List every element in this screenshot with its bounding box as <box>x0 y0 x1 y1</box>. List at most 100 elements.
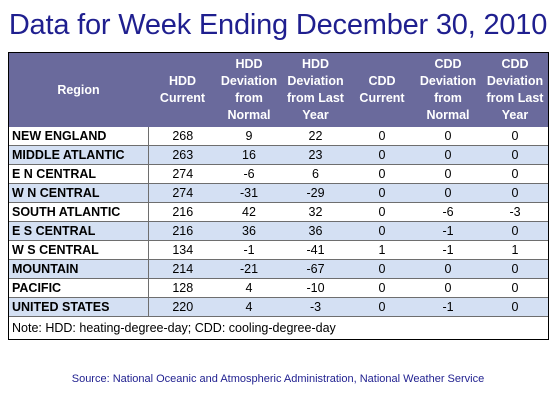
header-line: Deviation <box>419 74 477 88</box>
table-row: W N CENTRAL 274 -31 -29 0 0 0 <box>9 183 548 203</box>
column-header-cdd-current: CDD Current <box>350 53 414 127</box>
cell-hdd-dev-normal: -21 <box>217 259 281 279</box>
cell-region: PACIFIC <box>9 278 149 298</box>
column-header-hdd-current: HDD Current <box>148 53 217 127</box>
header-line: Current <box>359 91 405 105</box>
table-body: NEW ENGLAND 268 9 22 0 0 0 MIDDLE ATLANTIC 263 16… <box>9 127 548 339</box>
cell-hdd-dev-normal: -1 <box>217 240 281 260</box>
cell-hdd-current: 274 <box>148 164 217 184</box>
data-table-container: Region HDD Current HDD Deviation from Normal HD… <box>8 52 549 340</box>
header-line: from Last <box>287 91 344 105</box>
column-header-hdd-dev-normal: HDD Deviation from Normal <box>217 53 281 127</box>
cell-hdd-dev-last-year: 23 <box>281 145 350 165</box>
cell-cdd-current: 0 <box>350 259 414 279</box>
header-line: HDD <box>168 74 197 88</box>
cell-hdd-current: 216 <box>148 221 217 241</box>
cell-hdd-dev-normal: 4 <box>217 297 281 317</box>
cell-hdd-current: 216 <box>148 202 217 222</box>
cell-cdd-dev-normal: -6 <box>414 202 482 222</box>
header-line: Year <box>302 108 329 122</box>
cell-cdd-dev-normal: 0 <box>414 278 482 298</box>
header-line: from <box>235 91 263 105</box>
cell-hdd-current: 263 <box>148 145 217 165</box>
cell-hdd-dev-normal: 16 <box>217 145 281 165</box>
header-line: CDD <box>501 57 529 71</box>
cell-cdd-dev-normal: 0 <box>414 259 482 279</box>
table-row: E S CENTRAL 216 36 36 0 -1 0 <box>9 221 548 241</box>
cell-hdd-dev-last-year: -41 <box>281 240 350 260</box>
header-line: from <box>434 91 462 105</box>
cell-hdd-current: 220 <box>148 297 217 317</box>
cell-cdd-dev-normal: -1 <box>414 240 482 260</box>
cell-cdd-dev-last-year: 0 <box>482 164 548 184</box>
cell-cdd-dev-last-year: -3 <box>482 202 548 222</box>
cell-region: SOUTH ATLANTIC <box>9 202 149 222</box>
cell-hdd-dev-normal: 9 <box>217 127 281 146</box>
header-line: Normal <box>426 108 470 122</box>
cell-region: MOUNTAIN <box>9 259 149 279</box>
cell-hdd-dev-normal: -31 <box>217 183 281 203</box>
cell-cdd-dev-last-year: 0 <box>482 183 548 203</box>
cell-cdd-current: 1 <box>350 240 414 260</box>
degree-day-table: Region HDD Current HDD Deviation from Normal HD… <box>9 53 548 339</box>
header-line: CDD <box>434 57 462 71</box>
cell-cdd-dev-normal: -1 <box>414 221 482 241</box>
header-line: HDD <box>235 57 263 71</box>
cell-region: E N CENTRAL <box>9 164 149 184</box>
cell-cdd-dev-last-year: 0 <box>482 278 548 298</box>
cell-region: NEW ENGLAND <box>9 127 149 146</box>
column-header-cdd-dev-last-year: CDD Deviation from Last Year <box>482 53 548 127</box>
cell-hdd-dev-normal: 4 <box>217 278 281 298</box>
note-row: Note: HDD: heating-degree-day; CDD: cool… <box>9 316 548 339</box>
cell-cdd-current: 0 <box>350 278 414 298</box>
cell-cdd-dev-last-year: 0 <box>482 221 548 241</box>
cell-hdd-dev-last-year: -67 <box>281 259 350 279</box>
cell-hdd-dev-last-year: 36 <box>281 221 350 241</box>
cell-cdd-dev-last-year: 0 <box>482 145 548 165</box>
header-line: HDD <box>301 57 330 71</box>
cell-hdd-current: 274 <box>148 183 217 203</box>
page-title: Data for Week Ending December 30, 2010 <box>8 9 548 41</box>
table-row: E N CENTRAL 274 -6 6 0 0 0 <box>9 164 548 184</box>
column-header-region: Region <box>9 53 148 127</box>
cell-cdd-dev-normal: 0 <box>414 183 482 203</box>
cell-cdd-current: 0 <box>350 127 414 146</box>
cell-cdd-dev-normal: 0 <box>414 164 482 184</box>
header-line: Current <box>159 91 206 105</box>
column-header-hdd-dev-last-year: HDD Deviation from Last Year <box>281 53 350 127</box>
table-row: UNITED STATES 220 4 -3 0 -1 0 <box>9 297 548 317</box>
table-row: MIDDLE ATLANTIC 263 16 23 0 0 0 <box>9 145 548 165</box>
cell-cdd-current: 0 <box>350 202 414 222</box>
cell-hdd-dev-last-year: 6 <box>281 164 350 184</box>
cell-cdd-current: 0 <box>350 183 414 203</box>
cell-region: MIDDLE ATLANTIC <box>9 145 149 165</box>
table-row: NEW ENGLAND 268 9 22 0 0 0 <box>9 127 548 146</box>
cell-hdd-current: 214 <box>148 259 217 279</box>
header-line: Year <box>501 108 529 122</box>
cell-hdd-dev-normal: 42 <box>217 202 281 222</box>
header-line: Deviation <box>486 74 544 88</box>
cell-hdd-current: 268 <box>148 127 217 146</box>
cell-cdd-dev-last-year: 1 <box>482 240 548 260</box>
header-line: from Last <box>486 91 544 105</box>
cell-hdd-dev-last-year: -29 <box>281 183 350 203</box>
table-note: Note: HDD: heating-degree-day; CDD: cool… <box>9 316 548 339</box>
cell-hdd-dev-last-year: -10 <box>281 278 350 298</box>
cell-region: W N CENTRAL <box>9 183 149 203</box>
cell-cdd-dev-normal: 0 <box>414 145 482 165</box>
cell-cdd-dev-last-year: 0 <box>482 297 548 317</box>
cell-hdd-dev-last-year: 32 <box>281 202 350 222</box>
cell-hdd-dev-normal: 36 <box>217 221 281 241</box>
cell-hdd-current: 134 <box>148 240 217 260</box>
cell-cdd-dev-normal: -1 <box>414 297 482 317</box>
cell-hdd-dev-normal: -6 <box>217 164 281 184</box>
cell-region: W S CENTRAL <box>9 240 149 260</box>
cell-cdd-dev-normal: 0 <box>414 127 482 146</box>
header-line: CDD <box>368 74 396 88</box>
cell-region: UNITED STATES <box>9 297 149 317</box>
cell-region: E S CENTRAL <box>9 221 149 241</box>
header-line: Deviation <box>287 74 344 88</box>
column-header-cdd-dev-normal: CDD Deviation from Normal <box>414 53 482 127</box>
header-line: Deviation <box>220 74 278 88</box>
cell-cdd-current: 0 <box>350 164 414 184</box>
